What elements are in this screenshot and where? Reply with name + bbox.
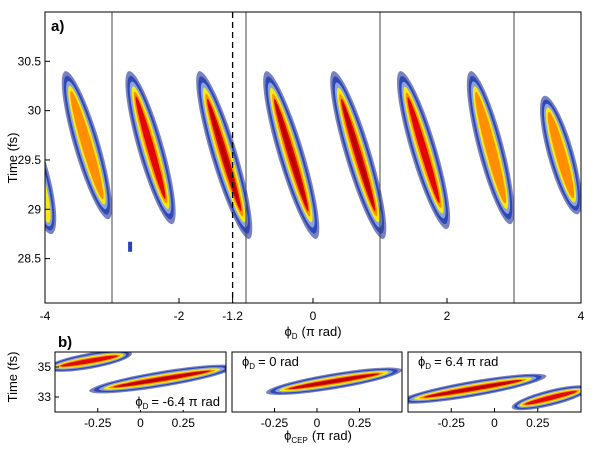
panel-b-heatmap — [55, 352, 226, 394]
panel-b-streak-layer — [117, 371, 207, 387]
panel-b-streak-layer — [60, 355, 118, 367]
panel-a-ytick-label: 28.5 — [18, 252, 42, 266]
panel-b-ytick-label: 35 — [38, 360, 52, 374]
panel-b-letter: b) — [58, 334, 72, 351]
panel-a-speck — [128, 241, 133, 252]
panel-b-xtick-label: 0 — [491, 416, 498, 430]
panel-b-subplot: -0.25 0 0.25 ϕD = 0 rad — [231, 351, 403, 430]
panel-b-streak — [265, 367, 402, 395]
panel-b-xtick-label: -0.25 — [438, 416, 466, 430]
panel-a-blob — [330, 71, 387, 239]
panel-a-heatmap — [45, 71, 581, 252]
panel-a-blob — [466, 71, 515, 225]
panel-a-xlabel: ϕD (π rad) — [284, 324, 341, 341]
panel-b-annotation-background — [108, 394, 220, 410]
panel-a-ytick-label: 29 — [28, 202, 42, 216]
panel-a-blob — [125, 71, 176, 225]
panel-b-streak-layer — [427, 380, 518, 397]
panel-b-xtick-label: 0 — [314, 416, 321, 430]
panel-a-ticks: -4 -2 -1.2 0 2 4 28.5 29 29.5 30 30.5 — [18, 54, 585, 323]
panel-a-blob-layer — [342, 103, 374, 207]
panel-b-annotation: ϕD = 0 rad — [242, 354, 299, 371]
panel-a-xtick-label: 0 — [310, 309, 317, 323]
panel-a-blob-layer — [135, 96, 166, 199]
panel-a-ytick-label: 29.5 — [18, 153, 42, 167]
panel-b-xtick-label: 0.25 — [348, 416, 372, 430]
panel-b-streak — [408, 373, 547, 404]
panel-b-annotation: ϕD = -6.4 π rad — [135, 394, 220, 411]
panel-a-divider-lines — [111, 12, 515, 303]
panel-a-letter: a) — [51, 18, 64, 35]
panel-a-xtick-label: 2 — [444, 309, 451, 323]
panel-b-streak-layer — [524, 390, 577, 405]
panel-a-blob — [539, 95, 581, 215]
panel-b-ylabel: Time (fs) — [5, 352, 20, 403]
panel-a-blob — [196, 71, 253, 239]
panel-b: b) Time (fs) -0.25 0 0.25 33 35 ϕD = -6.4 π ra… — [5, 334, 582, 445]
panel-a-blob-layer — [70, 91, 104, 200]
panel-b-heatmap — [408, 373, 581, 411]
panel-a-ytick-label: 30 — [28, 104, 42, 118]
panel-a-xtick-label: -2 — [174, 309, 185, 323]
panel-b-subplots: -0.25 0 0.25 33 35 ϕD = -6.4 π rad -0.25 0 0.25 ϕD… — [38, 351, 582, 430]
panel-b-xtick-label: 0.25 — [526, 416, 550, 430]
panel-a-ylabel: Time (fs) — [5, 133, 20, 184]
panel-a-blob-layer — [475, 91, 507, 204]
panel-a-blob — [45, 120, 57, 235]
panel-b-annotation-background — [240, 354, 310, 370]
panel-b-xtick-label: 0 — [137, 416, 144, 430]
panel-a-xtick-label: -1.2 — [222, 309, 243, 323]
panel-b-subplot: -0.25 0 0.25 ϕD = 6.4 π rad — [407, 351, 582, 430]
panel-b-ytick-label: 33 — [38, 390, 52, 404]
panel-a-blob-layer — [208, 103, 240, 207]
panel-b-xtick-label: -0.25 — [84, 416, 112, 430]
panel-a-blob-layer — [407, 97, 440, 204]
panel-a-blob — [396, 71, 451, 230]
panel-a-blob — [263, 71, 320, 239]
panel-b-annotation-background — [416, 354, 510, 370]
panel-b-heatmap — [265, 367, 402, 395]
panel-b-xtick-label: -0.25 — [261, 416, 289, 430]
panel-a-blob — [61, 71, 112, 220]
panel-b-streak — [55, 352, 132, 372]
panel-b-streak — [89, 364, 226, 394]
panel-a-xtick-label: -4 — [40, 309, 51, 323]
panel-a-ytick-label: 30.5 — [18, 54, 42, 68]
panel-a-blob-layer — [547, 111, 575, 199]
panel-a: -4 -2 -1.2 0 2 4 28.5 29 29.5 30 30.5 a) Time (fs)… — [5, 11, 585, 341]
panel-b-streak — [511, 385, 581, 411]
panel-a-blob-layer — [275, 103, 307, 207]
panel-b-xlabel: ϕCEP (π rad) — [284, 428, 352, 445]
panel-a-xtick-label: 4 — [578, 309, 585, 323]
panel-b-annotation: ϕD = 6.4 π rad — [418, 354, 498, 371]
panel-b-streak-layer — [292, 374, 376, 389]
panel-b-subplot: -0.25 0 0.25 33 35 ϕD = -6.4 π rad — [38, 351, 227, 430]
panel-b-xtick-label: 0.25 — [172, 416, 196, 430]
